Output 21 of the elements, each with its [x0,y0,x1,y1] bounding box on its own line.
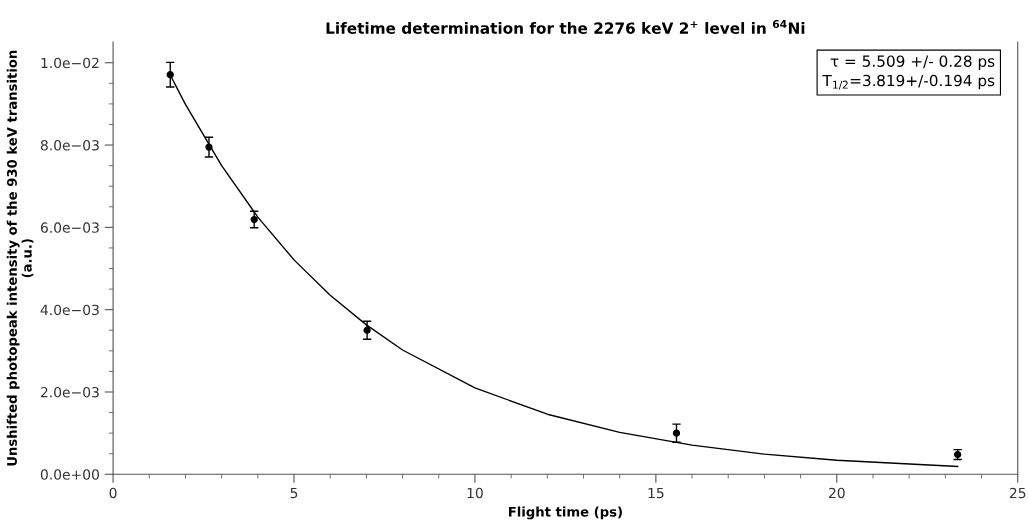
y-tick-label: 6.0e−03 [40,222,99,233]
x-axis-title: Flight time (ps) [508,506,622,520]
x-tick-label: 25 [1009,487,1026,499]
y-tick-label: 4.0e−03 [40,304,99,316]
y-tick-label: 0.0e+00 [40,469,99,480]
point [205,143,213,151]
x-tick-label: 0 [109,487,117,499]
point [672,429,681,437]
point [363,326,371,334]
x-tick-label: 5 [290,487,298,499]
annotation: τ = 5.509 +/- 0.28 ps T$_{1/2}$=3.819+/-0.194 ps [822,55,995,90]
x-tick-label: 15 [648,487,664,499]
x-tick-label: 20 [828,487,845,499]
y-axis-title: Unshifted photopeak intensity of the 930 keV transition (a.u.) [6,50,34,466]
y-tick-label: 2.0e−03 [40,386,99,398]
point [250,215,258,224]
x-tick-label: 10 [467,487,483,499]
point [166,71,174,79]
chart-title: Lifetime determination for the 2276 keV 2$^{+}$ level in $^{64}$Ni [326,19,805,34]
y-tick-label: 1.0e−02 [41,57,99,69]
y-tick-label: 8.0e−03 [40,140,99,151]
